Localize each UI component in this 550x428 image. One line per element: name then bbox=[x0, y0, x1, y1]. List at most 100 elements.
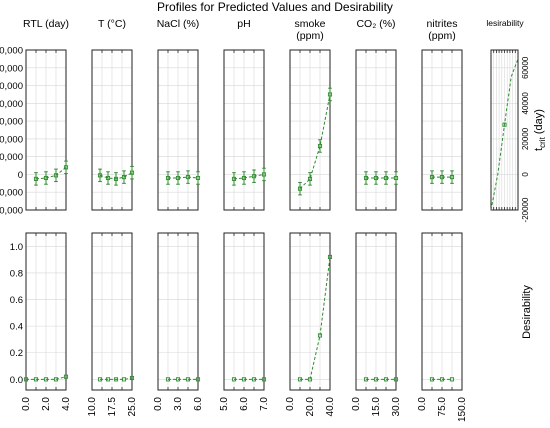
desirability-point bbox=[297, 377, 303, 382]
y-tick-label: 0 bbox=[18, 170, 23, 181]
predicted-point bbox=[449, 175, 455, 180]
ylabel-bottom: Desirability bbox=[521, 285, 533, 339]
predicted-point bbox=[327, 92, 333, 97]
predicted-line bbox=[35, 166, 67, 180]
desirability-curve bbox=[490, 58, 519, 211]
desirability-panel-frame bbox=[490, 49, 519, 211]
x-tick-label: 40.0 bbox=[325, 397, 336, 417]
desirability-point bbox=[383, 377, 389, 382]
y-tick-label: 50,000 bbox=[0, 81, 23, 92]
predicted-point bbox=[297, 186, 303, 191]
chart-title: Profiles for Predicted Values and Desira… bbox=[157, 0, 393, 14]
x-tick-label: 10.0 bbox=[87, 397, 98, 417]
column-label: T (°C) bbox=[98, 18, 126, 30]
predicted-point bbox=[185, 175, 191, 180]
predicted-point bbox=[33, 176, 39, 181]
predicted-point bbox=[363, 175, 369, 181]
predicted-line bbox=[233, 173, 265, 180]
column-label: CO₂ (%) bbox=[356, 18, 395, 30]
predicted-point bbox=[231, 176, 237, 181]
desirability-point bbox=[251, 377, 257, 382]
desirability-point bbox=[241, 377, 247, 382]
desirability-point bbox=[113, 377, 119, 382]
predicted-point bbox=[121, 175, 127, 180]
x-tick-label: 0.0 bbox=[417, 397, 428, 411]
y-tick-label: 1.0 bbox=[10, 242, 23, 253]
desirability-point bbox=[165, 377, 171, 382]
predicted-point bbox=[241, 175, 247, 181]
y-tick-label: 40,000 bbox=[0, 99, 23, 110]
desirability-point bbox=[327, 254, 333, 259]
predicted-point bbox=[129, 170, 135, 175]
predicted-point bbox=[307, 176, 313, 181]
desirability-point bbox=[129, 375, 135, 381]
predicted-point bbox=[175, 175, 181, 181]
y-tick-label: 0.4 bbox=[10, 322, 23, 333]
desirability-point bbox=[439, 377, 445, 382]
predicted-point bbox=[43, 175, 49, 181]
predicted-point bbox=[195, 175, 201, 181]
desirability-line bbox=[26, 376, 67, 380]
y-tick-label: 60,000 bbox=[0, 63, 23, 74]
right-tick-label: 40000 bbox=[521, 92, 530, 115]
desirability-point bbox=[449, 377, 455, 382]
desirability-point bbox=[105, 377, 111, 382]
column-label: nitrites bbox=[427, 18, 458, 30]
y-tick-label: 0.0 bbox=[10, 375, 23, 386]
predicted-point bbox=[393, 175, 399, 181]
desirability-point bbox=[231, 377, 237, 382]
ylabel-top: tcrit (day) bbox=[533, 109, 547, 151]
column-label: RTL (day) bbox=[23, 18, 69, 30]
predicted-line bbox=[299, 94, 331, 190]
desirability-point bbox=[429, 377, 435, 382]
column-label: smoke bbox=[295, 18, 326, 30]
right-tick-label: 0 bbox=[521, 172, 530, 177]
desirability-point bbox=[317, 333, 323, 338]
column-label: (ppm) bbox=[296, 30, 323, 42]
predicted-point bbox=[429, 175, 435, 180]
desirability-point bbox=[195, 377, 201, 382]
desirability-line bbox=[100, 377, 133, 380]
y-tick-label: 0.2 bbox=[10, 348, 23, 359]
predicted-point bbox=[113, 176, 119, 181]
desirability-panel-label: lesirability bbox=[486, 18, 524, 28]
desirability-point bbox=[363, 377, 369, 382]
predicted-line bbox=[99, 172, 133, 180]
y-tick-label: -20,000 bbox=[0, 206, 23, 217]
x-tick-label: 30.0 bbox=[391, 397, 402, 417]
right-tick-label: 20000 bbox=[521, 127, 530, 150]
predicted-point bbox=[251, 174, 257, 179]
x-tick-label: 0.0 bbox=[351, 397, 362, 411]
desirability-point bbox=[63, 374, 69, 379]
desirability-point bbox=[33, 377, 39, 382]
predicted-point bbox=[165, 175, 171, 181]
desirability-point bbox=[53, 377, 59, 382]
x-tick-label: 0.0 bbox=[153, 397, 164, 411]
desirability-point bbox=[261, 377, 267, 382]
x-tick-label: 7.0 bbox=[259, 397, 270, 411]
predicted-point bbox=[105, 175, 111, 181]
y-tick-label: 0.6 bbox=[10, 295, 23, 306]
desirability-point bbox=[121, 377, 127, 382]
predicted-point bbox=[63, 165, 69, 170]
predicted-point bbox=[383, 175, 389, 181]
right-tick-label: 60000 bbox=[521, 56, 530, 79]
y-tick-label: 30,000 bbox=[0, 117, 23, 128]
y-tick-label: 70,000 bbox=[0, 46, 23, 57]
desirability-line bbox=[300, 256, 331, 380]
predicted-point bbox=[373, 175, 379, 181]
desirability-point bbox=[373, 377, 379, 382]
x-tick-label: 6.0 bbox=[193, 397, 204, 411]
desirability-point bbox=[185, 377, 191, 382]
x-tick-label: 0.0 bbox=[21, 397, 32, 411]
x-tick-label: 17.5 bbox=[107, 397, 118, 417]
desirability-point bbox=[43, 377, 49, 382]
y-tick-label: -10,000 bbox=[0, 188, 23, 199]
column-label: (ppm) bbox=[428, 30, 455, 42]
x-tick-label: 0.0 bbox=[285, 397, 296, 411]
x-tick-label: 2.0 bbox=[41, 397, 52, 411]
x-tick-label: 6.0 bbox=[239, 397, 250, 411]
column-label: NaCl (%) bbox=[157, 18, 200, 30]
desirability-point bbox=[23, 377, 29, 382]
